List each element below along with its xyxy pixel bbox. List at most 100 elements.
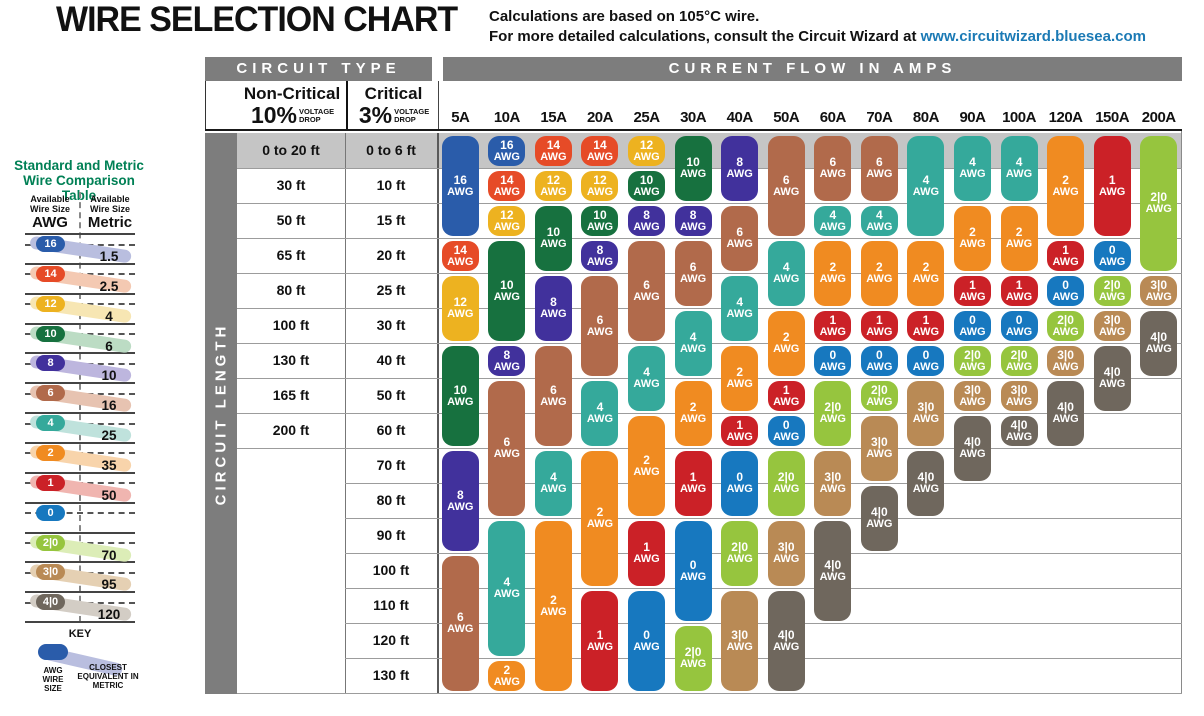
awg-pill-size: 2: [922, 260, 930, 274]
awg-pill-unit: AWG: [773, 343, 800, 355]
amp-column-header-100A: 100A: [1002, 109, 1036, 126]
awg-pill-70A-0: 0 AWG: [860, 345, 898, 376]
awg-pill-unit: AWG: [586, 150, 614, 163]
awg-pill-size: 3|0: [731, 627, 749, 642]
awg-pill-size: 8: [736, 155, 743, 169]
sidebar-row-line: [25, 262, 135, 265]
awg-pill-unit: AWG: [1005, 360, 1033, 373]
awg-pill-70A-400: 4|0 AWG: [860, 485, 898, 551]
sidebar-row-line: [25, 561, 135, 564]
awg-pill-size: 4|0: [1057, 400, 1074, 414]
sidebar-awg-pill-0: 0: [36, 504, 65, 521]
awg-pill-20A-10: 10 AWG: [581, 205, 619, 236]
note-line2-text: For more detailed calculations, consult …: [489, 28, 921, 45]
awg-pill-5A-16: 16 AWG: [441, 135, 479, 236]
awg-pill-size: 0: [689, 557, 697, 572]
awg-pill-50A-4: 4 AWG: [767, 240, 805, 306]
circuit-length-label: CIRCUIT LENGTH: [212, 322, 230, 505]
awg-pill-150A-400: 4|0 AWG: [1093, 345, 1131, 411]
sidebar-row-line: [25, 471, 135, 474]
sidebar-metric-value: 2.5: [99, 278, 119, 294]
awg-pill-size: 4|0: [1010, 417, 1028, 432]
awg-pill-unit: AWG: [1005, 168, 1033, 180]
sidebar-row-line: [25, 233, 135, 235]
awg-pill-size: 4: [829, 207, 837, 222]
current-flow-header: CURRENT FLOW IN AMPS: [443, 57, 1182, 81]
sidebar-metric-value: 10: [101, 368, 117, 384]
circuit-wizard-link[interactable]: www.circuitwizard.bluesea.com: [920, 28, 1146, 45]
awg-pill-size: 6: [550, 382, 557, 397]
sidebar-awg-pill-200: 2|0: [36, 534, 65, 551]
awg-pill-90A-0: 0 AWG: [953, 310, 991, 341]
circuit-length-bar: CIRCUIT LENGTH: [205, 133, 237, 694]
grid-row-line: [237, 203, 1182, 204]
awg-pill-size: 8: [550, 295, 557, 309]
awg-pill-unit: AWG: [912, 413, 940, 425]
awg-pill-40A-1: 1 AWG: [721, 415, 759, 446]
awg-pill-unit: AWG: [1052, 360, 1079, 373]
awg-pill-unit: AWG: [819, 413, 846, 425]
awg-pill-size: 8: [503, 347, 511, 362]
awg-pill-unit: AWG: [773, 273, 800, 285]
awg-pill-size: 4|0: [870, 505, 888, 519]
amp-column-header-30A: 30A: [680, 109, 707, 126]
sidebar-awg-pill-8: 8: [36, 355, 65, 372]
page-title: WIRE SELECTION CHART: [56, 0, 458, 39]
awg-pill-60A-2: 2 AWG: [814, 240, 852, 306]
awg-pill-unit: AWG: [819, 570, 846, 583]
awg-pill-unit: AWG: [586, 185, 614, 198]
amp-column-header-25A: 25A: [633, 109, 661, 126]
awg-pill-unit: AWG: [540, 395, 567, 408]
awg-pill-size: 8: [456, 487, 464, 502]
awg-pill-25A-6: 6 AWG: [628, 240, 666, 341]
awg-pill-size: 12: [453, 295, 467, 309]
awg-pill-size: 1: [1015, 277, 1023, 292]
awg-pill-size: 2: [876, 260, 883, 274]
awg-pill-unit: AWG: [1052, 185, 1079, 198]
awg-pill-20A-14: 14 AWG: [581, 135, 619, 166]
length-label-critical: 50 ft: [376, 387, 406, 403]
grid-right-border: [1181, 131, 1182, 693]
awg-pill-20A-12: 12 AWG: [581, 170, 619, 201]
awg-pill-size: 1: [689, 470, 697, 484]
length-label-noncritical: 130 ft: [272, 352, 310, 368]
awg-pill-25A-12: 12 AWG: [628, 135, 666, 166]
awg-pill-70A-2: 2 AWG: [860, 240, 898, 306]
awg-pill-unit: AWG: [959, 360, 986, 373]
length-label-noncritical: 0 to 20 ft: [262, 142, 320, 158]
length-label-critical: 40 ft: [376, 352, 406, 368]
sidebar-row-line: [25, 292, 135, 295]
awg-pill-size: 12: [500, 207, 514, 222]
key-metric-caption: CLOSEST EQUIVALENT IN METRIC: [77, 663, 139, 690]
awg-pill-size: 10: [639, 172, 654, 187]
awg-pill-25A-10: 10 AWG: [628, 170, 666, 201]
comparison-title-line1: Standard and Metric: [14, 158, 144, 173]
awg-pill-50A-0: 0 AWG: [767, 415, 805, 446]
awg-pill-unit: AWG: [679, 168, 707, 180]
awg-pill-15A-14: 14 AWG: [534, 135, 572, 166]
sidebar-awg-pill-16: 16: [36, 236, 65, 252]
awg-pill-150A-200: 2|0 AWG: [1093, 275, 1131, 306]
sidebar-awg-pill-14: 14: [36, 265, 65, 282]
awg-pill-size: 0: [782, 417, 790, 432]
awg-pill-unit: AWG: [447, 255, 474, 268]
key-awg-caption: AWG WIRE SIZE: [42, 666, 64, 693]
awg-pill-size: 6: [782, 172, 790, 187]
awg-pill-size: 6: [643, 277, 650, 292]
awg-pill-size: 12: [593, 172, 607, 187]
awg-pill-unit: AWG: [959, 290, 986, 303]
awg-pill-unit: AWG: [540, 605, 567, 618]
metric-header-l2: Wire Size: [90, 204, 130, 214]
awg-pill-unit: AWG: [773, 430, 800, 443]
awg-pill-size: 2|0: [870, 382, 888, 397]
awg-pill-15A-2: 2 AWG: [534, 520, 572, 691]
awg-pill-60A-400: 4|0 AWG: [814, 520, 852, 621]
awg-pill-size: 2|0: [1057, 312, 1074, 327]
sidebar-metric-value: 35: [101, 457, 117, 473]
awg-pill-60A-300: 3|0 AWG: [814, 450, 852, 516]
sidebar-awg-pill-12: 12: [36, 295, 65, 312]
awg-pill-unit: AWG: [633, 220, 660, 233]
awg-pill-unit: AWG: [773, 553, 800, 565]
awg-pill-size: 0: [643, 627, 650, 642]
awg-pill-size: 3|0: [777, 540, 795, 554]
